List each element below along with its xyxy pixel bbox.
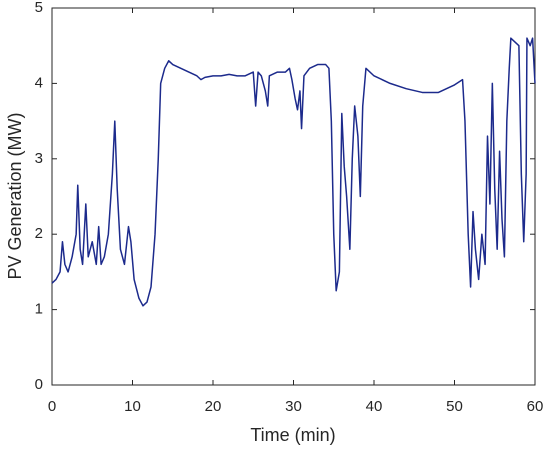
y-tick-label: 4	[35, 74, 43, 91]
plot-frame	[51, 7, 536, 386]
y-tick-label: 1	[35, 301, 43, 318]
y-axis-label: PV Generation (MW)	[5, 112, 25, 279]
x-tick-label: 10	[124, 398, 141, 415]
x-axis-label: Time (min)	[250, 425, 335, 445]
data-line	[51, 37, 536, 307]
y-tick-label: 5	[35, 0, 43, 16]
x-tick-label: 50	[446, 398, 463, 415]
x-tick-label: 0	[48, 398, 56, 415]
x-tick-label: 40	[366, 398, 383, 415]
y-tick-label: 3	[35, 150, 43, 167]
x-tick-label: 20	[205, 398, 222, 415]
y-tick-label: 2	[35, 225, 43, 242]
x-tick-label: 30	[285, 398, 302, 415]
y-tick-label: 0	[35, 376, 43, 393]
x-tick-label: 60	[527, 398, 544, 415]
